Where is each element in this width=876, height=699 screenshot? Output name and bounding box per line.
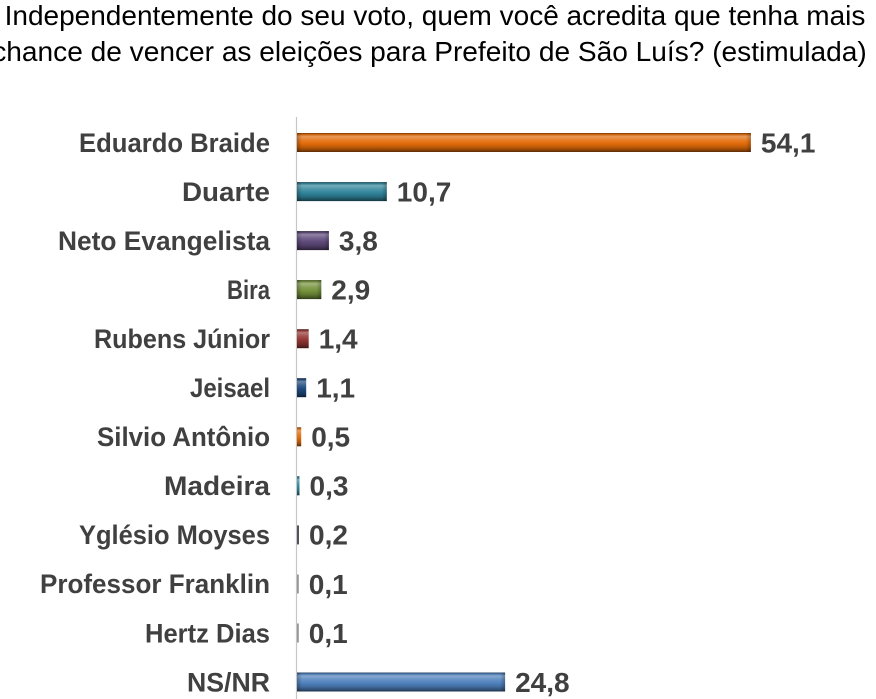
- svg-text:Bira: Bira: [227, 275, 271, 305]
- svg-text:Duarte: Duarte: [182, 177, 270, 207]
- svg-text:10,7: 10,7: [397, 176, 452, 207]
- svg-text:Hertz Dias: Hertz Dias: [145, 618, 270, 648]
- svg-text:2,9: 2,9: [331, 274, 370, 305]
- svg-text:Jeisael: Jeisael: [190, 373, 270, 403]
- svg-text:0,3: 0,3: [310, 471, 349, 502]
- svg-text:1,1: 1,1: [316, 373, 355, 404]
- svg-text:Eduardo Braide: Eduardo Braide: [79, 128, 270, 158]
- svg-text:chance de vencer as eleições p: chance de vencer as eleições para Prefei…: [0, 36, 867, 67]
- svg-text:NS/NR: NS/NR: [187, 667, 270, 697]
- svg-text:Madeira: Madeira: [164, 471, 271, 501]
- svg-text:Independentemente do seu voto,: Independentemente do seu voto, quem você…: [5, 0, 866, 31]
- svg-text:0,5: 0,5: [311, 422, 350, 453]
- svg-text:54,1: 54,1: [761, 127, 816, 158]
- svg-text:0,1: 0,1: [309, 618, 348, 649]
- svg-text:0,1: 0,1: [309, 569, 348, 600]
- svg-text:Yglésio Moyses: Yglésio Moyses: [79, 520, 270, 550]
- svg-text:Rubens Júnior: Rubens Júnior: [94, 324, 270, 354]
- svg-text:1,4: 1,4: [319, 324, 358, 355]
- svg-text:3,8: 3,8: [339, 225, 378, 256]
- svg-text:Silvio Antônio: Silvio Antônio: [97, 422, 270, 452]
- svg-text:Neto Evangelista: Neto Evangelista: [58, 226, 271, 256]
- svg-text:0,2: 0,2: [309, 520, 348, 551]
- svg-text:Professor Franklin: Professor Franklin: [40, 569, 270, 599]
- svg-text:24,8: 24,8: [515, 667, 570, 698]
